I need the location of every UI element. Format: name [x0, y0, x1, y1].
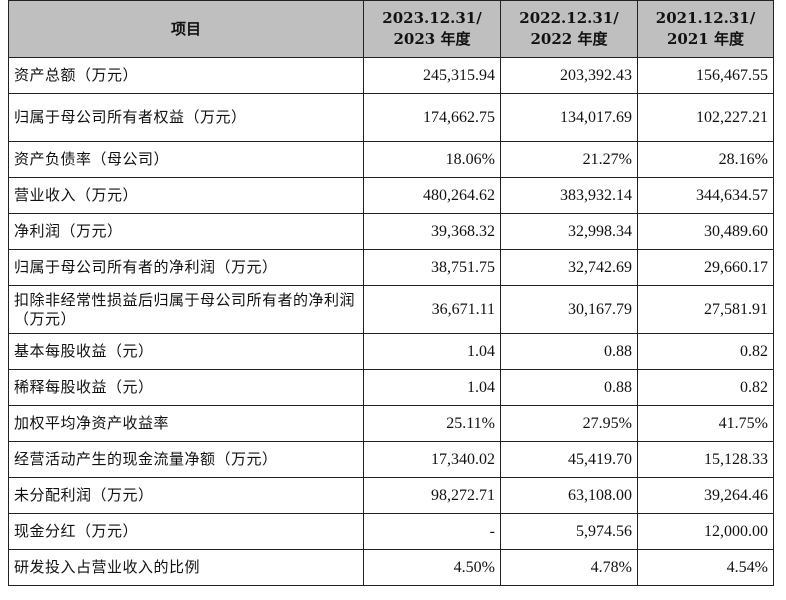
value-2023: 1.04 [363, 333, 501, 370]
row-label: 扣除非经常性损益后归属于母公司所有者的净利润（万元） [8, 285, 364, 334]
value-2023: 245,315.94 [363, 57, 501, 94]
financial-table-container: 项目 2023.12.31/ 2023 年度 2022.12.31/ 2022 … [8, 0, 774, 586]
value-2022: 5,974.56 [500, 513, 638, 550]
row-label: 基本每股收益（元） [8, 333, 364, 370]
value-2022: 0.88 [500, 369, 638, 406]
value-2021: 0.82 [637, 333, 774, 370]
table-row: 未分配利润（万元） 98,272.71 63,108.00 39,264.46 [8, 477, 774, 514]
value-2023: 4.50% [363, 549, 501, 586]
row-label: 研发投入占营业收入的比例 [8, 549, 364, 586]
table-row: 基本每股收益（元） 1.04 0.88 0.82 [8, 333, 774, 370]
value-2021: 102,227.21 [637, 93, 774, 142]
value-2022: 27.95% [500, 405, 638, 442]
row-label: 稀释每股收益（元） [8, 369, 364, 406]
table-row: 经营活动产生的现金流量净额（万元） 17,340.02 45,419.70 15,12… [8, 441, 774, 478]
value-2022: 203,392.43 [500, 57, 638, 94]
table-row: 归属于母公司所有者的净利润（万元） 38,751.75 32,742.69 29,66… [8, 249, 774, 286]
value-2022: 45,419.70 [500, 441, 638, 478]
value-2023: 39,368.32 [363, 213, 501, 250]
table-header-row: 项目 2023.12.31/ 2023 年度 2022.12.31/ 2022 … [8, 0, 774, 58]
value-2022: 4.78% [500, 549, 638, 586]
value-2021: 28.16% [637, 141, 774, 178]
financial-summary-table: 项目 2023.12.31/ 2023 年度 2022.12.31/ 2022 … [8, 0, 774, 586]
row-label: 加权平均净资产收益率 [8, 405, 364, 442]
value-2023: 174,662.75 [363, 93, 501, 142]
row-label: 经营活动产生的现金流量净额（万元） [8, 441, 364, 478]
value-2021: 27,581.91 [637, 285, 774, 334]
value-2022: 32,742.69 [500, 249, 638, 286]
row-label: 现金分红（万元） [8, 513, 364, 550]
row-label: 未分配利润（万元） [8, 477, 364, 514]
value-2021: 30,489.60 [637, 213, 774, 250]
value-2022: 134,017.69 [500, 93, 638, 142]
table-row: 扣除非经常性损益后归属于母公司所有者的净利润（万元） 36,671.11 30,16… [8, 285, 774, 334]
row-label: 资产总额（万元） [8, 57, 364, 94]
table-row: 研发投入占营业收入的比例 4.50% 4.78% 4.54% [8, 549, 774, 586]
header-period-2022: 2022.12.31/ 2022 年度 [500, 0, 638, 58]
value-2021: 39,264.46 [637, 477, 774, 514]
value-2021: 4.54% [637, 549, 774, 586]
value-2022: 0.88 [500, 333, 638, 370]
value-2021: 29,660.17 [637, 249, 774, 286]
value-2023: 98,272.71 [363, 477, 501, 514]
value-2021: 156,467.55 [637, 57, 774, 94]
row-label: 资产负债率（母公司） [8, 141, 364, 178]
value-2023: 18.06% [363, 141, 501, 178]
value-2023: 25.11% [363, 405, 501, 442]
value-2023: 480,264.62 [363, 177, 501, 214]
value-2023: 36,671.11 [363, 285, 501, 334]
header-period-2021: 2021.12.31/ 2021 年度 [637, 0, 774, 58]
value-2023: 17,340.02 [363, 441, 501, 478]
value-2022: 30,167.79 [500, 285, 638, 334]
table-row: 资产总额（万元） 245,315.94 203,392.43 156,467.55 [8, 57, 774, 94]
row-label: 归属于母公司所有者的净利润（万元） [8, 249, 364, 286]
value-2022: 383,932.14 [500, 177, 638, 214]
value-2022: 32,998.34 [500, 213, 638, 250]
value-2022: 63,108.00 [500, 477, 638, 514]
table-row: 归属于母公司所有者权益（万元） 174,662.75 134,017.69 102,2… [8, 93, 774, 142]
header-item: 项目 [8, 0, 364, 58]
header-period-2023: 2023.12.31/ 2023 年度 [363, 0, 501, 58]
table-row: 加权平均净资产收益率 25.11% 27.95% 41.75% [8, 405, 774, 442]
table-row: 营业收入（万元） 480,264.62 383,932.14 344,634.57 [8, 177, 774, 214]
row-label: 归属于母公司所有者权益（万元） [8, 93, 364, 142]
value-2021: 41.75% [637, 405, 774, 442]
value-2023: 1.04 [363, 369, 501, 406]
value-2023: 38,751.75 [363, 249, 501, 286]
value-2021: 344,634.57 [637, 177, 774, 214]
table-row: 资产负债率（母公司） 18.06% 21.27% 28.16% [8, 141, 774, 178]
table-row: 净利润（万元） 39,368.32 32,998.34 30,489.60 [8, 213, 774, 250]
table-row: 稀释每股收益（元） 1.04 0.88 0.82 [8, 369, 774, 406]
value-2021: 15,128.33 [637, 441, 774, 478]
value-2021: 12,000.00 [637, 513, 774, 550]
value-2021: 0.82 [637, 369, 774, 406]
value-2023: - [363, 513, 501, 550]
row-label: 营业收入（万元） [8, 177, 364, 214]
table-row: 现金分红（万元） -5,974.56 12,000.00 [8, 513, 774, 550]
row-label: 净利润（万元） [8, 213, 364, 250]
value-2022: 21.27% [500, 141, 638, 178]
